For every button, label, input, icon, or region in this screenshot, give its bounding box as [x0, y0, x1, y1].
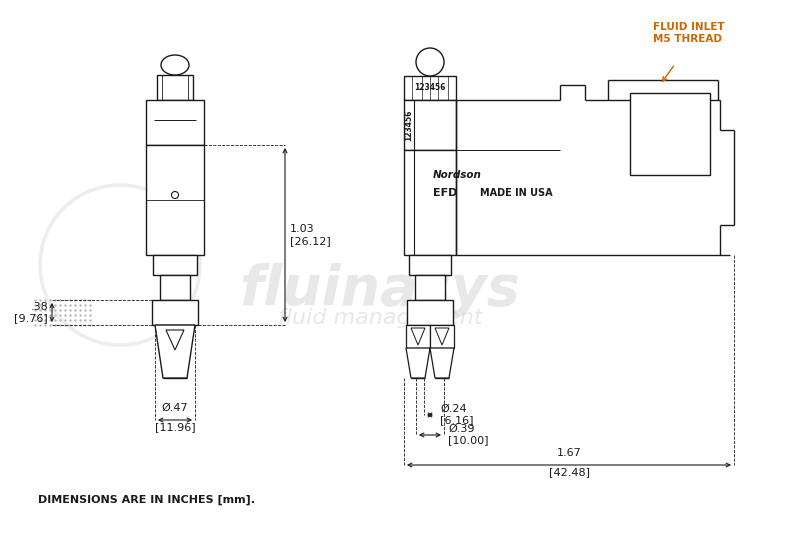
Bar: [407, 300, 453, 325]
Text: Nordson: Nordson: [433, 170, 482, 180]
Text: 1.67: 1.67: [557, 448, 582, 458]
Text: fluid management: fluid management: [278, 308, 482, 328]
Text: [6.16]: [6.16]: [440, 415, 474, 425]
Text: DIMENSIONS ARE IN INCHES [mm].: DIMENSIONS ARE IN INCHES [mm].: [38, 495, 255, 505]
Bar: [153, 255, 197, 275]
Text: .38: .38: [30, 301, 48, 312]
Circle shape: [171, 191, 178, 198]
Bar: [630, 93, 710, 175]
Bar: [406, 325, 430, 348]
Text: MADE IN USA: MADE IN USA: [480, 188, 553, 198]
Polygon shape: [430, 348, 454, 378]
Text: fluinasys: fluinasys: [240, 263, 520, 317]
Bar: [404, 100, 456, 150]
Bar: [157, 75, 193, 100]
Polygon shape: [406, 348, 430, 378]
Text: [11.96]: [11.96]: [154, 422, 195, 432]
Text: [42.48]: [42.48]: [549, 467, 590, 477]
Ellipse shape: [161, 55, 189, 75]
Text: 123456: 123456: [405, 109, 414, 141]
Bar: [152, 300, 198, 325]
Bar: [404, 76, 456, 100]
Bar: [409, 255, 451, 275]
Text: Ø.39: Ø.39: [448, 424, 474, 434]
Text: FLUID INLET
M5 THREAD: FLUID INLET M5 THREAD: [653, 22, 725, 43]
Polygon shape: [411, 328, 425, 345]
Circle shape: [416, 48, 444, 76]
Bar: [160, 275, 190, 300]
Bar: [430, 325, 454, 348]
Polygon shape: [166, 330, 184, 350]
Text: Ø.47: Ø.47: [162, 403, 188, 413]
Polygon shape: [155, 325, 195, 378]
Polygon shape: [435, 328, 449, 345]
Text: 1.03: 1.03: [290, 224, 314, 234]
Text: 123456: 123456: [414, 83, 446, 93]
Text: Ø.24: Ø.24: [440, 404, 466, 414]
Bar: [404, 150, 456, 255]
Bar: [146, 145, 204, 255]
Text: [9.76]: [9.76]: [14, 313, 48, 324]
Text: [10.00]: [10.00]: [448, 435, 489, 445]
Bar: [146, 100, 204, 145]
Text: EFD: EFD: [433, 188, 458, 198]
Text: [26.12]: [26.12]: [290, 236, 330, 246]
Bar: [415, 275, 445, 300]
